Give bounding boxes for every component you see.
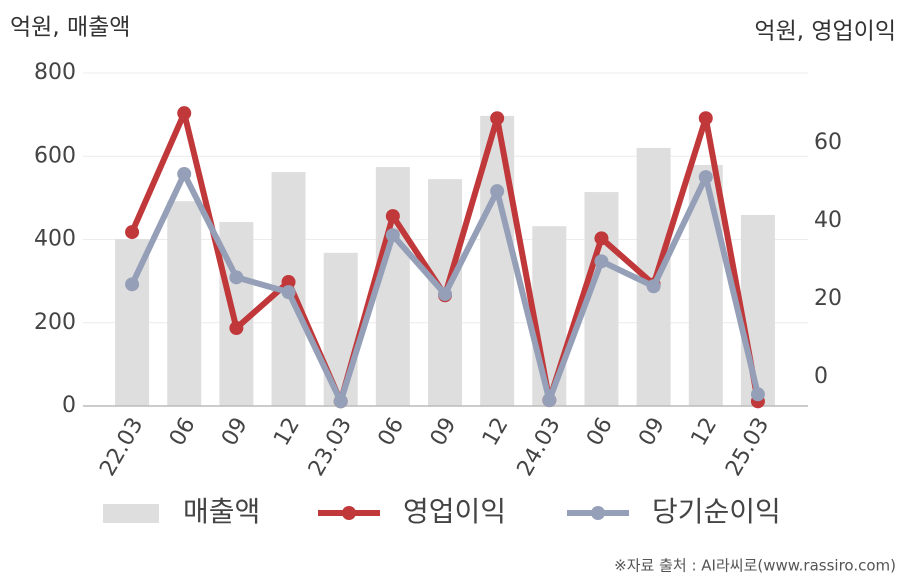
source-note: ※자료 출처 : AI라씨로(www.rassiro.com) [614, 557, 896, 575]
y-axis-title: 억원, 매출액 [10, 15, 130, 41]
bar [532, 226, 567, 406]
y-tick-label: 200 [34, 310, 76, 335]
point [281, 285, 296, 300]
legend-label: 매출액 [183, 495, 260, 528]
point [646, 279, 661, 294]
point [177, 166, 192, 181]
x-tick-label: 24.03 [513, 414, 566, 481]
x-tick-label: 09 [634, 414, 670, 451]
x-tick-label: 06 [374, 414, 410, 451]
x-tick-label: 06 [582, 414, 618, 451]
x-tick-label: 09 [217, 414, 253, 451]
point [229, 270, 244, 285]
bar [740, 214, 775, 406]
y2-tick-label: 60 [814, 130, 842, 155]
point [177, 106, 192, 121]
x-tick-label: 22.03 [95, 414, 148, 481]
legend-label: 영업이익 [403, 495, 506, 528]
point [542, 393, 557, 408]
legend-swatch [342, 506, 356, 520]
y2-tick-label: 0 [814, 364, 828, 389]
point [385, 209, 400, 224]
y-tick-label: 0 [62, 393, 76, 418]
x-tick-label: 12 [478, 413, 514, 450]
point [490, 184, 505, 199]
x-tick-label: 12 [269, 414, 305, 451]
x-tick-label: 09 [426, 414, 462, 451]
x-tick-label: 23.03 [304, 414, 357, 481]
x-tick-label: 06 [165, 414, 201, 451]
point [281, 275, 296, 290]
x-tick-label: 25.03 [721, 414, 774, 481]
point [594, 231, 609, 246]
point [594, 254, 609, 269]
point [333, 394, 348, 409]
y-tick-label: 600 [34, 143, 76, 168]
bar [167, 201, 202, 406]
x-tick-label: 12 [687, 414, 723, 451]
point [698, 111, 713, 126]
y-tick-label: 800 [34, 60, 76, 85]
point [385, 228, 400, 243]
y2-axis-title: 억원, 영업이익 [754, 19, 896, 45]
point [125, 225, 140, 240]
point [490, 111, 505, 126]
point [438, 287, 452, 302]
bar [375, 167, 410, 406]
y2-tick-label: 40 [814, 208, 842, 233]
point [125, 277, 140, 292]
legend-swatch [591, 506, 605, 520]
y2-tick-label: 20 [814, 286, 842, 311]
point [229, 321, 244, 336]
y-tick-label: 400 [34, 227, 76, 252]
point [750, 387, 765, 402]
legend-swatch [103, 504, 159, 523]
legend-label: 당기순이익 [652, 495, 781, 528]
point [698, 170, 713, 185]
